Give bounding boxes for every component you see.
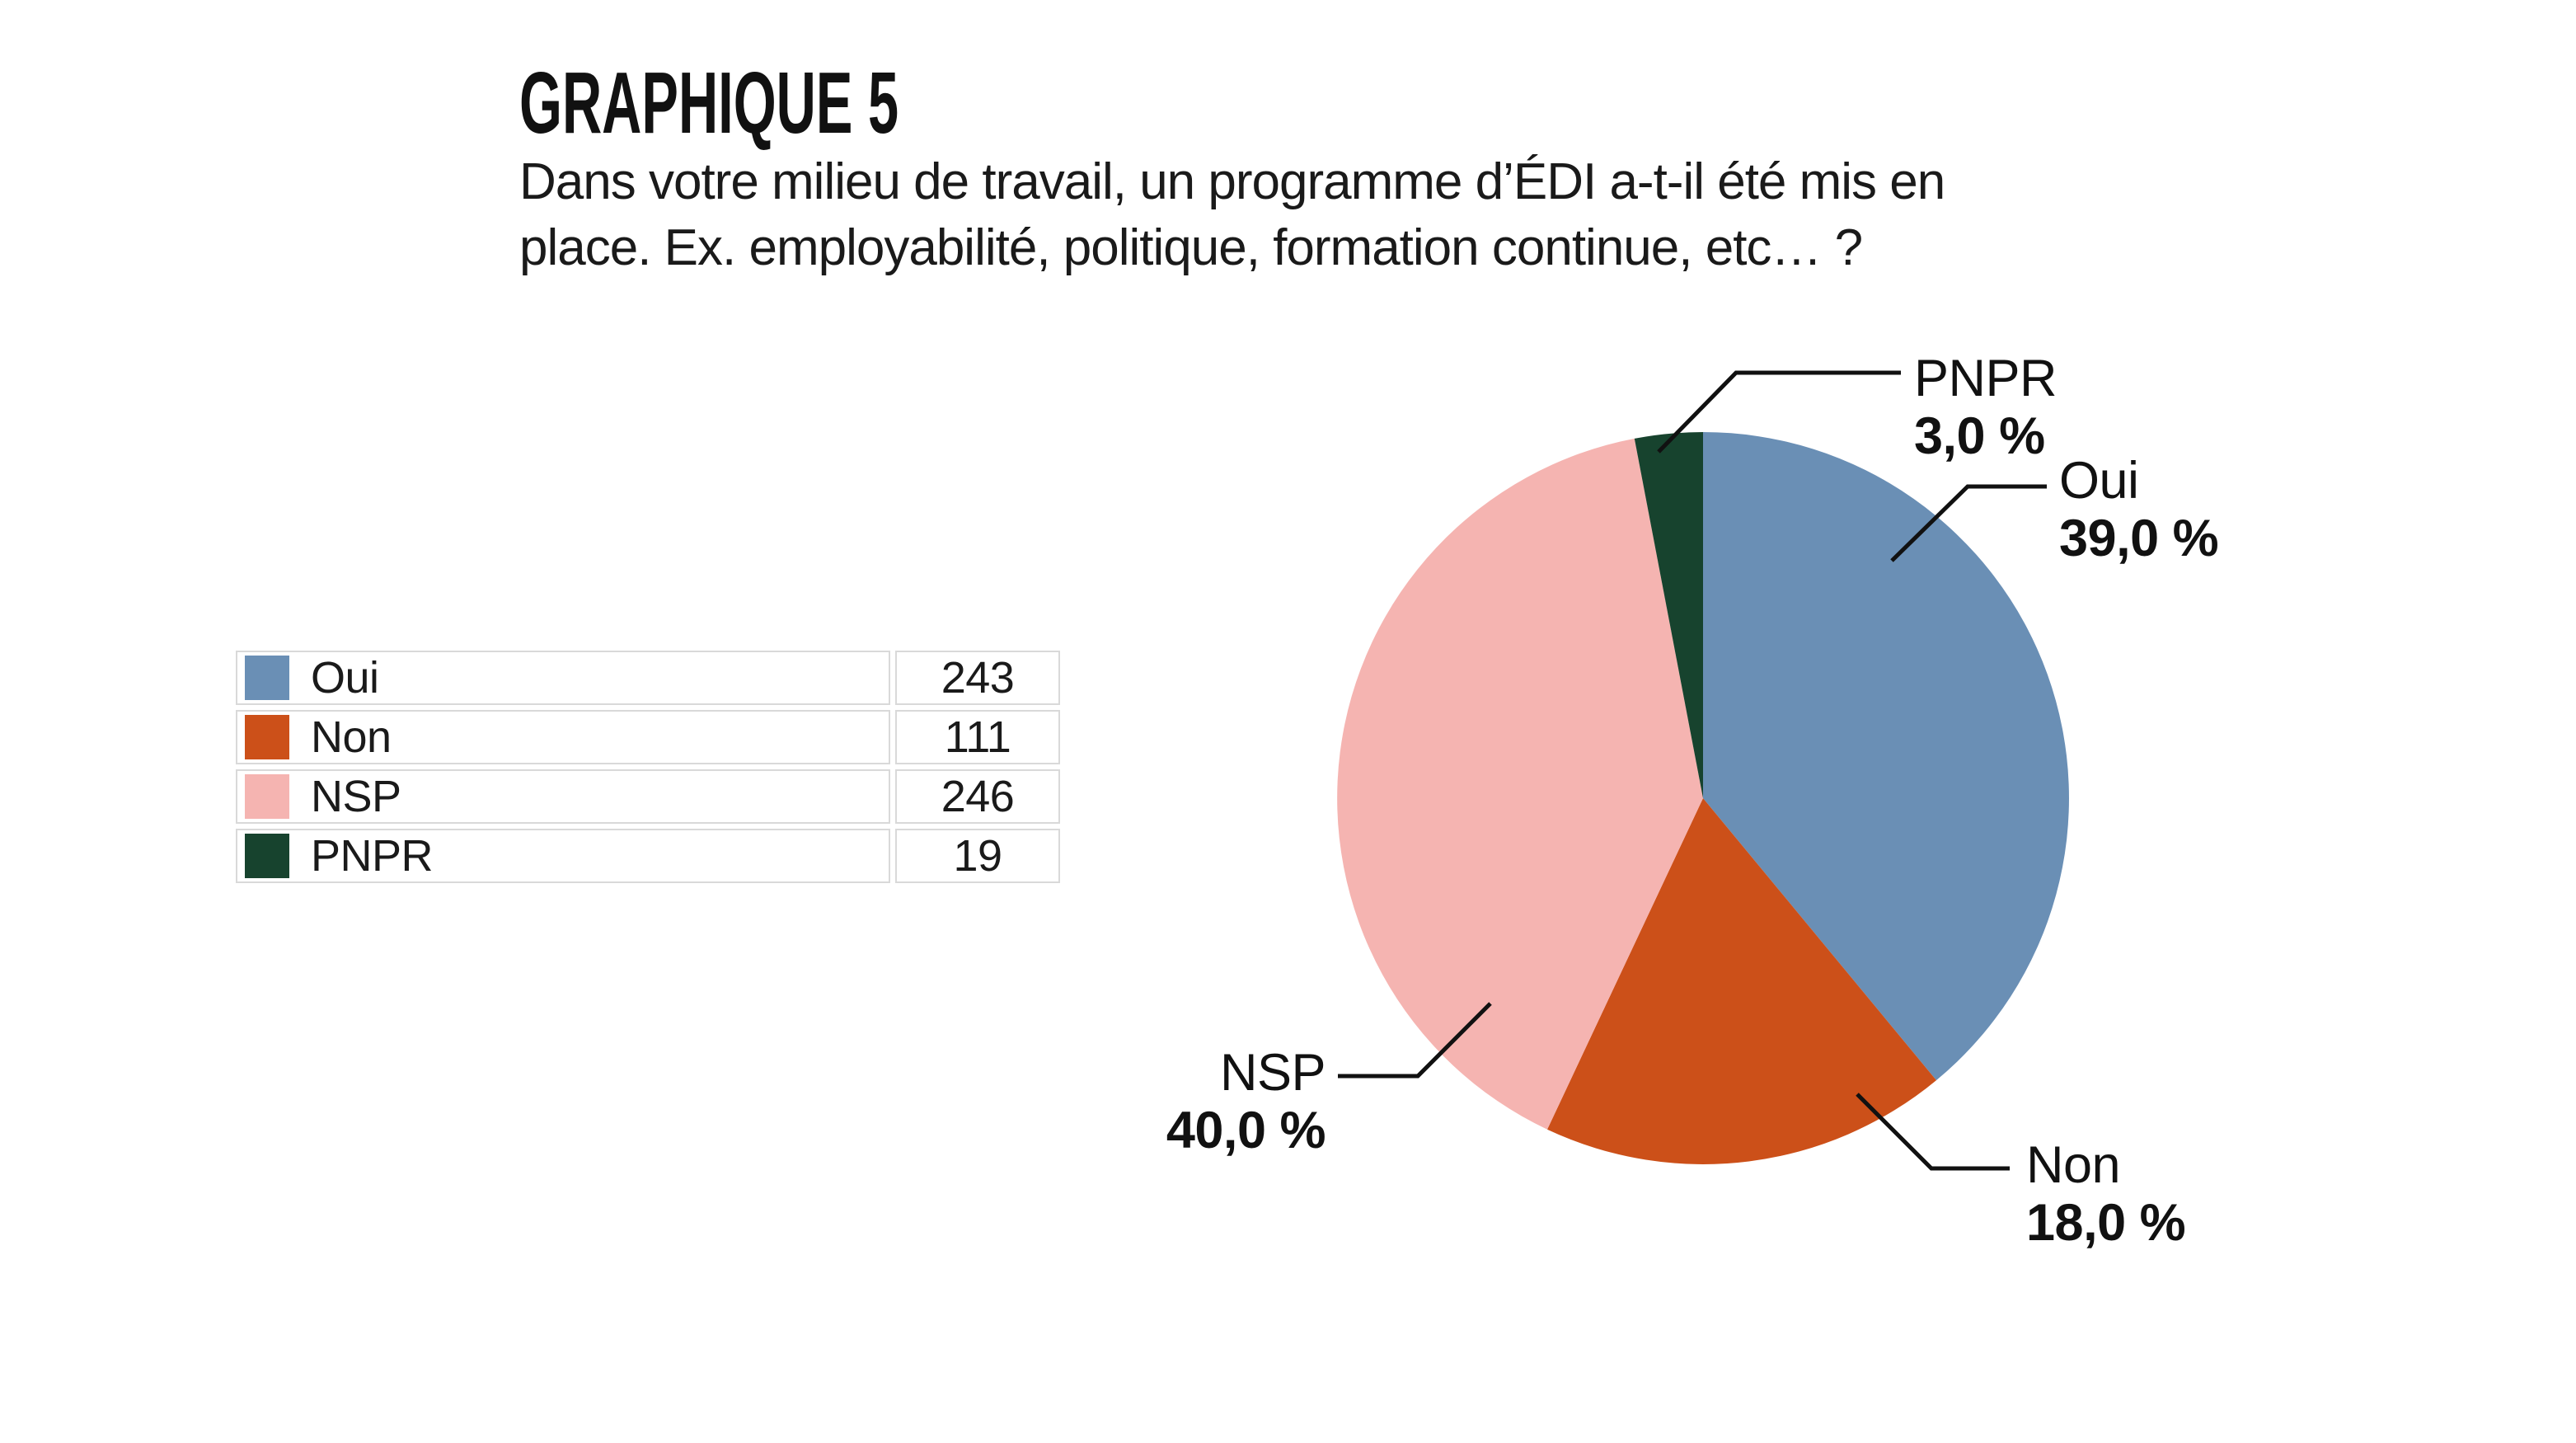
legend-label-oui: Oui: [311, 653, 379, 703]
leader-line-nsp: [1338, 1002, 1492, 1079]
chart-subtitle-line2: place. Ex. employabilité, politique, for…: [519, 219, 1863, 276]
legend-table: Oui 243 Non 111 NSP: [231, 646, 1065, 888]
callout-pnpr-name: PNPR: [1914, 350, 2058, 407]
legend-label-nsp: NSP: [311, 772, 401, 821]
leader-line-pnpr: [1657, 370, 1901, 454]
pie-slice-oui: [1703, 432, 2069, 1081]
legend-row-oui: Oui 243: [236, 651, 1060, 705]
callout-nsp-name: NSP: [1219, 1044, 1326, 1102]
callout-oui-value: 39,0 %: [2059, 510, 2219, 567]
callout-non-value: 18,0 %: [2026, 1194, 2186, 1252]
pie-slices: [1337, 432, 2069, 1164]
legend-row-pnpr: PNPR 19: [236, 829, 1060, 883]
legend-row-non: Non 111: [236, 710, 1060, 764]
callout-non: Non 18,0 %: [2026, 1136, 2186, 1252]
chart-title: GRAPHIQUE 5: [519, 54, 899, 152]
legend-label-non: Non: [311, 712, 392, 762]
chart-subtitle: Dans votre milieu de travail, un program…: [519, 149, 1945, 281]
callout-nsp: NSP 40,0 %: [1166, 1044, 1326, 1159]
pie-slice-nsp: [1337, 438, 1703, 1130]
callout-pnpr-value: 3,0 %: [1914, 407, 2045, 465]
legend-swatch-non: [245, 715, 289, 759]
leader-line-non: [1856, 1093, 2010, 1171]
callout-nsp-value: 40,0 %: [1166, 1102, 1326, 1159]
legend-row-nsp: NSP 246: [236, 769, 1060, 824]
legend-value-nsp: 246: [895, 769, 1060, 824]
pie-slice-non: [1547, 798, 1936, 1164]
pie-slice-pnpr: [1634, 432, 1703, 798]
legend-swatch-nsp: [245, 774, 289, 819]
legend-value-oui: 243: [895, 651, 1060, 705]
leader-line-oui: [1890, 484, 2047, 562]
callout-oui: Oui 39,0 %: [2059, 452, 2219, 567]
chart-subtitle-line1: Dans votre milieu de travail, un program…: [519, 153, 1945, 210]
legend-swatch-oui: [245, 656, 289, 700]
callout-oui-name: Oui: [2059, 452, 2139, 510]
legend-swatch-pnpr: [245, 834, 289, 878]
legend-value-non: 111: [895, 710, 1060, 764]
legend-label-pnpr: PNPR: [311, 831, 434, 881]
legend-value-pnpr: 19: [895, 829, 1060, 883]
callout-pnpr: PNPR 3,0 %: [1914, 350, 2058, 465]
callout-non-name: Non: [2026, 1136, 2121, 1194]
